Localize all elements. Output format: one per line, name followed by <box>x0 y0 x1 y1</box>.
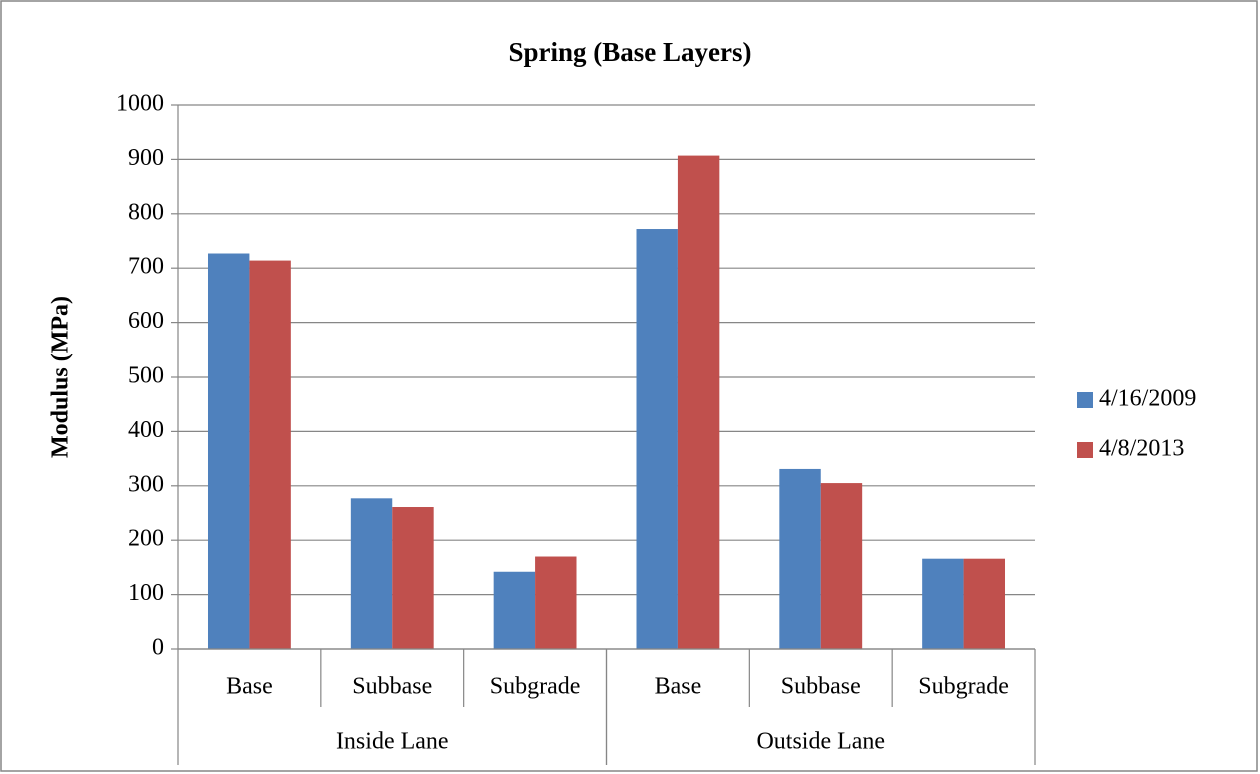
y-tick-label: 700 <box>128 254 164 280</box>
bar <box>963 558 1006 649</box>
legend-swatch <box>1077 442 1093 458</box>
y-tick-label: 500 <box>128 363 164 389</box>
legend-label: 4/16/2009 <box>1099 386 1196 412</box>
y-tick-label: 200 <box>128 526 164 552</box>
bar <box>636 229 678 650</box>
y-tick-label: 800 <box>128 199 164 225</box>
legend-label: 4/8/2013 <box>1099 436 1184 462</box>
y-axis-label: Modulus (MPa) <box>48 296 74 458</box>
bar <box>922 558 964 649</box>
x-tick-label: Subgrade <box>490 674 581 700</box>
bar <box>820 483 863 649</box>
bar <box>350 498 393 649</box>
x-tick-label: Base <box>655 674 702 700</box>
bar <box>779 468 821 649</box>
y-tick-label: 100 <box>128 580 164 606</box>
y-tick-label: 400 <box>128 417 164 443</box>
x-tick-label: Subbase <box>781 674 861 700</box>
bar <box>493 571 536 649</box>
group-label: Inside Lane <box>336 729 449 755</box>
bar <box>207 253 250 649</box>
group-label: Outside Lane <box>756 729 885 755</box>
x-tick-label: Subbase <box>352 674 432 700</box>
y-tick-label: 1000 <box>116 91 164 117</box>
bar <box>249 260 291 649</box>
legend-swatch <box>1077 392 1093 408</box>
y-tick-label: 900 <box>128 145 164 171</box>
bar <box>392 507 434 649</box>
y-tick-label: 300 <box>128 471 164 497</box>
chart-title: Spring (Base Layers) <box>509 37 752 67</box>
x-tick-label: Subgrade <box>918 674 1009 700</box>
bar <box>677 155 720 650</box>
y-tick-label: 0 <box>152 635 164 661</box>
x-tick-label: Base <box>226 674 273 700</box>
bar <box>535 556 577 649</box>
y-tick-label: 600 <box>128 308 164 334</box>
